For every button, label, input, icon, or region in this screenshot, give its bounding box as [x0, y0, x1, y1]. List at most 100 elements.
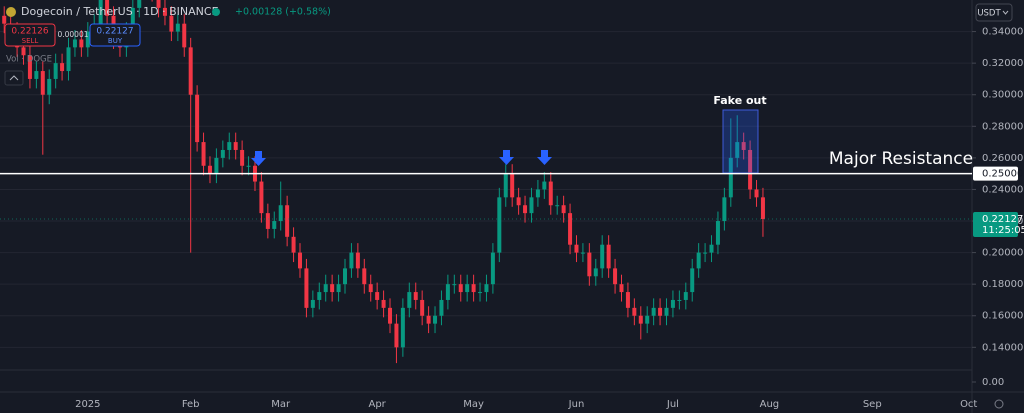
candle-body — [317, 292, 322, 300]
arrow — [499, 150, 514, 165]
candle-body — [574, 244, 579, 253]
candle-body — [754, 189, 759, 198]
candle-body — [548, 181, 553, 206]
candle-body — [330, 284, 335, 293]
candle-body — [555, 205, 560, 207]
y-tick-label: 0.28000 — [982, 121, 1023, 132]
candle-body — [246, 165, 251, 167]
volume-label: Vol · DOGE — [6, 55, 52, 65]
candles — [2, 0, 765, 364]
candle-body — [722, 197, 727, 222]
x-tick-label: Apr — [368, 399, 386, 410]
candle-body — [169, 15, 174, 32]
candle-body — [497, 197, 502, 253]
candle-body — [304, 268, 309, 308]
candle-body — [433, 315, 438, 324]
volume-tick-label: 0.00 — [982, 377, 1004, 388]
candle-body — [72, 39, 77, 48]
candle-body — [407, 292, 412, 308]
candle-body — [207, 165, 212, 174]
last-price-box — [973, 212, 1018, 238]
candle-body — [105, 0, 110, 16]
candle-body — [27, 55, 32, 79]
candle-body — [34, 71, 39, 79]
candle-body — [529, 197, 534, 214]
candle-body — [580, 252, 585, 254]
candle-body — [137, 0, 142, 8]
currency-button[interactable] — [975, 3, 1013, 22]
candle-body — [272, 221, 277, 229]
candle-body — [2, 15, 7, 24]
resistance-price-box — [973, 166, 1018, 181]
candle-body — [297, 252, 302, 269]
candle-body — [368, 284, 373, 293]
fake-out-label: Fake out — [713, 94, 766, 107]
resistance-price-label: 0.25000 — [982, 169, 1023, 180]
candle-body — [728, 157, 733, 198]
candle-body — [606, 244, 611, 269]
x-tick-label: 2025 — [75, 399, 100, 410]
candle-body — [53, 63, 58, 79]
candle-body — [195, 94, 200, 143]
candle-body — [156, 0, 161, 8]
candle-body — [523, 205, 528, 214]
candle-body — [619, 284, 624, 293]
last-price-label: 0.22127 — [982, 214, 1023, 225]
arrow — [537, 150, 552, 165]
y-tick-label: 0.30000 — [982, 90, 1023, 101]
candle-body — [394, 323, 399, 348]
y-tick-label: 0.20000 — [982, 248, 1023, 259]
currency: USDT — [977, 9, 1001, 19]
candle-body — [233, 142, 238, 150]
candle-body — [362, 268, 367, 285]
candle-body — [484, 284, 489, 293]
countdown: 11:25:05 — [982, 225, 1024, 236]
candle-body — [490, 252, 495, 285]
candle-body — [677, 299, 682, 301]
candle-body — [658, 307, 663, 316]
candle-body — [21, 47, 26, 56]
candle-body — [587, 252, 592, 277]
candle-body — [690, 268, 695, 293]
y-tick-label: 0.34000 — [982, 27, 1023, 38]
collapse-button[interactable] — [4, 70, 24, 86]
candle-body — [703, 252, 708, 254]
arrow — [251, 151, 266, 166]
candle-body — [651, 307, 656, 316]
candle-body — [343, 268, 348, 285]
candle-body — [188, 47, 193, 95]
y-tick-label: 0.14000 — [982, 342, 1023, 353]
candle-body — [336, 284, 341, 293]
candle-body — [375, 292, 380, 300]
candle-body — [162, 7, 167, 16]
candle-body — [664, 307, 669, 316]
candle-body — [420, 299, 425, 316]
candle-body — [471, 284, 476, 293]
candle-body — [40, 71, 45, 95]
candle-body — [426, 315, 431, 324]
candle-body — [452, 284, 457, 286]
candle-body — [535, 189, 540, 198]
sell-button[interactable] — [4, 23, 56, 47]
x-tick-label: Feb — [182, 399, 200, 410]
candle-body — [735, 142, 740, 158]
y-tick-label: 0.18000 — [982, 279, 1023, 290]
change: +0.00128 (+0.58%) — [235, 7, 331, 18]
candle-body — [439, 299, 444, 316]
candle-body — [445, 284, 450, 300]
candle-body — [413, 292, 418, 300]
buy-button[interactable] — [89, 23, 141, 47]
candle-body — [715, 221, 720, 245]
y-tick-label: 0.26000 — [982, 153, 1023, 164]
candle-body — [741, 142, 746, 150]
candle-body — [285, 205, 290, 237]
settings-icon[interactable] — [994, 399, 1004, 409]
candle-body — [542, 181, 547, 190]
candle-body — [516, 197, 521, 206]
x-tick-label: Sep — [863, 399, 882, 410]
candle-body — [265, 213, 270, 229]
candle-body — [66, 47, 71, 72]
fake-out-box — [722, 109, 759, 174]
dropdown-icon — [1002, 10, 1009, 15]
x-tick-label: May — [463, 399, 484, 410]
